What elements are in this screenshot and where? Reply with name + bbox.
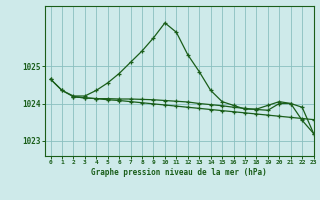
X-axis label: Graphe pression niveau de la mer (hPa): Graphe pression niveau de la mer (hPa) [91,168,267,177]
